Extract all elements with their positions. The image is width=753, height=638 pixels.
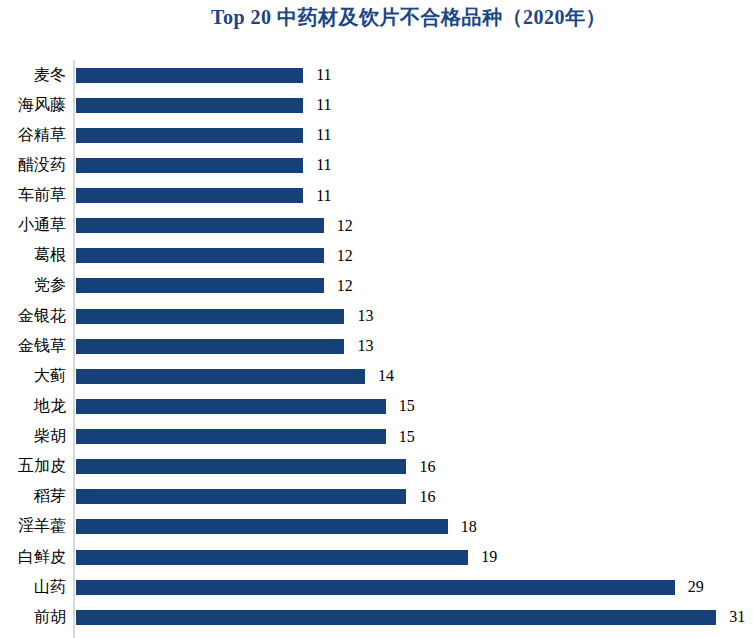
bar (76, 429, 386, 444)
bar-area: 12 (76, 247, 753, 265)
bar (76, 550, 468, 565)
bar (76, 369, 365, 384)
bar-area: 31 (76, 608, 753, 626)
bar-row: 五加皮 16 (0, 452, 753, 482)
bar-row: 党参 12 (0, 271, 753, 301)
value-label: 31 (729, 608, 745, 626)
bar-area: 12 (76, 217, 753, 235)
category-label: 白鲜皮 (0, 547, 66, 568)
bar-chart: Top 20 中药材及饮片不合格品种（2020年） 麦冬 11 海风藤 11 谷… (0, 0, 753, 638)
chart-title: Top 20 中药材及饮片不合格品种（2020年） (64, 4, 753, 31)
bar-area: 18 (76, 518, 753, 536)
bar-row: 麦冬 11 (0, 60, 753, 90)
value-label: 11 (316, 66, 331, 84)
bar (76, 489, 406, 504)
bar (76, 278, 324, 293)
bar-row: 小通草 12 (0, 211, 753, 241)
bar-area: 14 (76, 367, 753, 385)
value-label: 16 (419, 488, 435, 506)
bar-row: 醋没药 11 (0, 150, 753, 180)
bar (76, 459, 406, 474)
bar (76, 218, 324, 233)
value-label: 18 (461, 518, 477, 536)
value-label: 13 (357, 337, 373, 355)
category-label: 金银花 (0, 306, 66, 327)
value-label: 13 (357, 307, 373, 325)
bar-row: 稻芽 16 (0, 482, 753, 512)
bar-area: 15 (76, 397, 753, 415)
category-label: 柴胡 (0, 426, 66, 447)
bar (76, 610, 716, 625)
bar-area: 15 (76, 428, 753, 446)
category-label: 党参 (0, 275, 66, 296)
bar-row: 金银花 13 (0, 301, 753, 331)
value-label: 11 (316, 187, 331, 205)
bar-row: 山药 29 (0, 572, 753, 602)
bar-row: 前胡 31 (0, 602, 753, 632)
value-label: 12 (337, 217, 353, 235)
bar-rows: 麦冬 11 海风藤 11 谷精草 11 醋没药 11 车前草 11 (0, 60, 753, 632)
plot-area: 麦冬 11 海风藤 11 谷精草 11 醋没药 11 车前草 11 (0, 60, 753, 638)
bar-row: 葛根 12 (0, 241, 753, 271)
bar-row: 白鲜皮 19 (0, 542, 753, 572)
bar-area: 13 (76, 307, 753, 325)
value-label: 15 (399, 397, 415, 415)
category-label: 金钱草 (0, 336, 66, 357)
category-label: 前胡 (0, 607, 66, 628)
bar (76, 339, 344, 354)
category-label: 淫羊藿 (0, 516, 66, 537)
category-label: 麦冬 (0, 65, 66, 86)
bar-row: 海风藤 11 (0, 90, 753, 120)
value-label: 11 (316, 96, 331, 114)
bar (76, 519, 448, 534)
bar-area: 11 (76, 126, 753, 144)
category-label: 地龙 (0, 396, 66, 417)
bar-area: 19 (76, 548, 753, 566)
bar-row: 大蓟 14 (0, 361, 753, 391)
category-label: 五加皮 (0, 456, 66, 477)
value-label: 12 (337, 277, 353, 295)
category-label: 醋没药 (0, 155, 66, 176)
value-label: 11 (316, 156, 331, 174)
bar-area: 16 (76, 458, 753, 476)
bar-row: 淫羊藿 18 (0, 512, 753, 542)
category-label: 山药 (0, 577, 66, 598)
bar-area: 11 (76, 96, 753, 114)
bar-row: 谷精草 11 (0, 120, 753, 150)
value-label: 14 (378, 367, 394, 385)
value-label: 11 (316, 126, 331, 144)
value-label: 15 (399, 428, 415, 446)
bar-area: 29 (76, 578, 753, 596)
value-label: 19 (481, 548, 497, 566)
value-label: 12 (337, 247, 353, 265)
category-label: 车前草 (0, 185, 66, 206)
bar (76, 68, 303, 83)
bar (76, 128, 303, 143)
bar (76, 158, 303, 173)
bar-area: 11 (76, 187, 753, 205)
bar (76, 580, 675, 595)
value-label: 29 (688, 578, 704, 596)
bar (76, 399, 386, 414)
bar-area: 12 (76, 277, 753, 295)
bar-row: 金钱草 13 (0, 331, 753, 361)
bar (76, 248, 324, 263)
category-label: 小通草 (0, 215, 66, 236)
bar-area: 11 (76, 156, 753, 174)
category-label: 海风藤 (0, 95, 66, 116)
bar-area: 13 (76, 337, 753, 355)
bar-row: 柴胡 15 (0, 422, 753, 452)
bar (76, 98, 303, 113)
bar-row: 地龙 15 (0, 391, 753, 421)
category-label: 谷精草 (0, 125, 66, 146)
bar-area: 11 (76, 66, 753, 84)
value-label: 16 (419, 458, 435, 476)
bar (76, 309, 344, 324)
bar-area: 16 (76, 488, 753, 506)
bar (76, 188, 303, 203)
category-label: 大蓟 (0, 366, 66, 387)
category-label: 葛根 (0, 245, 66, 266)
category-label: 稻芽 (0, 486, 66, 507)
bar-row: 车前草 11 (0, 181, 753, 211)
